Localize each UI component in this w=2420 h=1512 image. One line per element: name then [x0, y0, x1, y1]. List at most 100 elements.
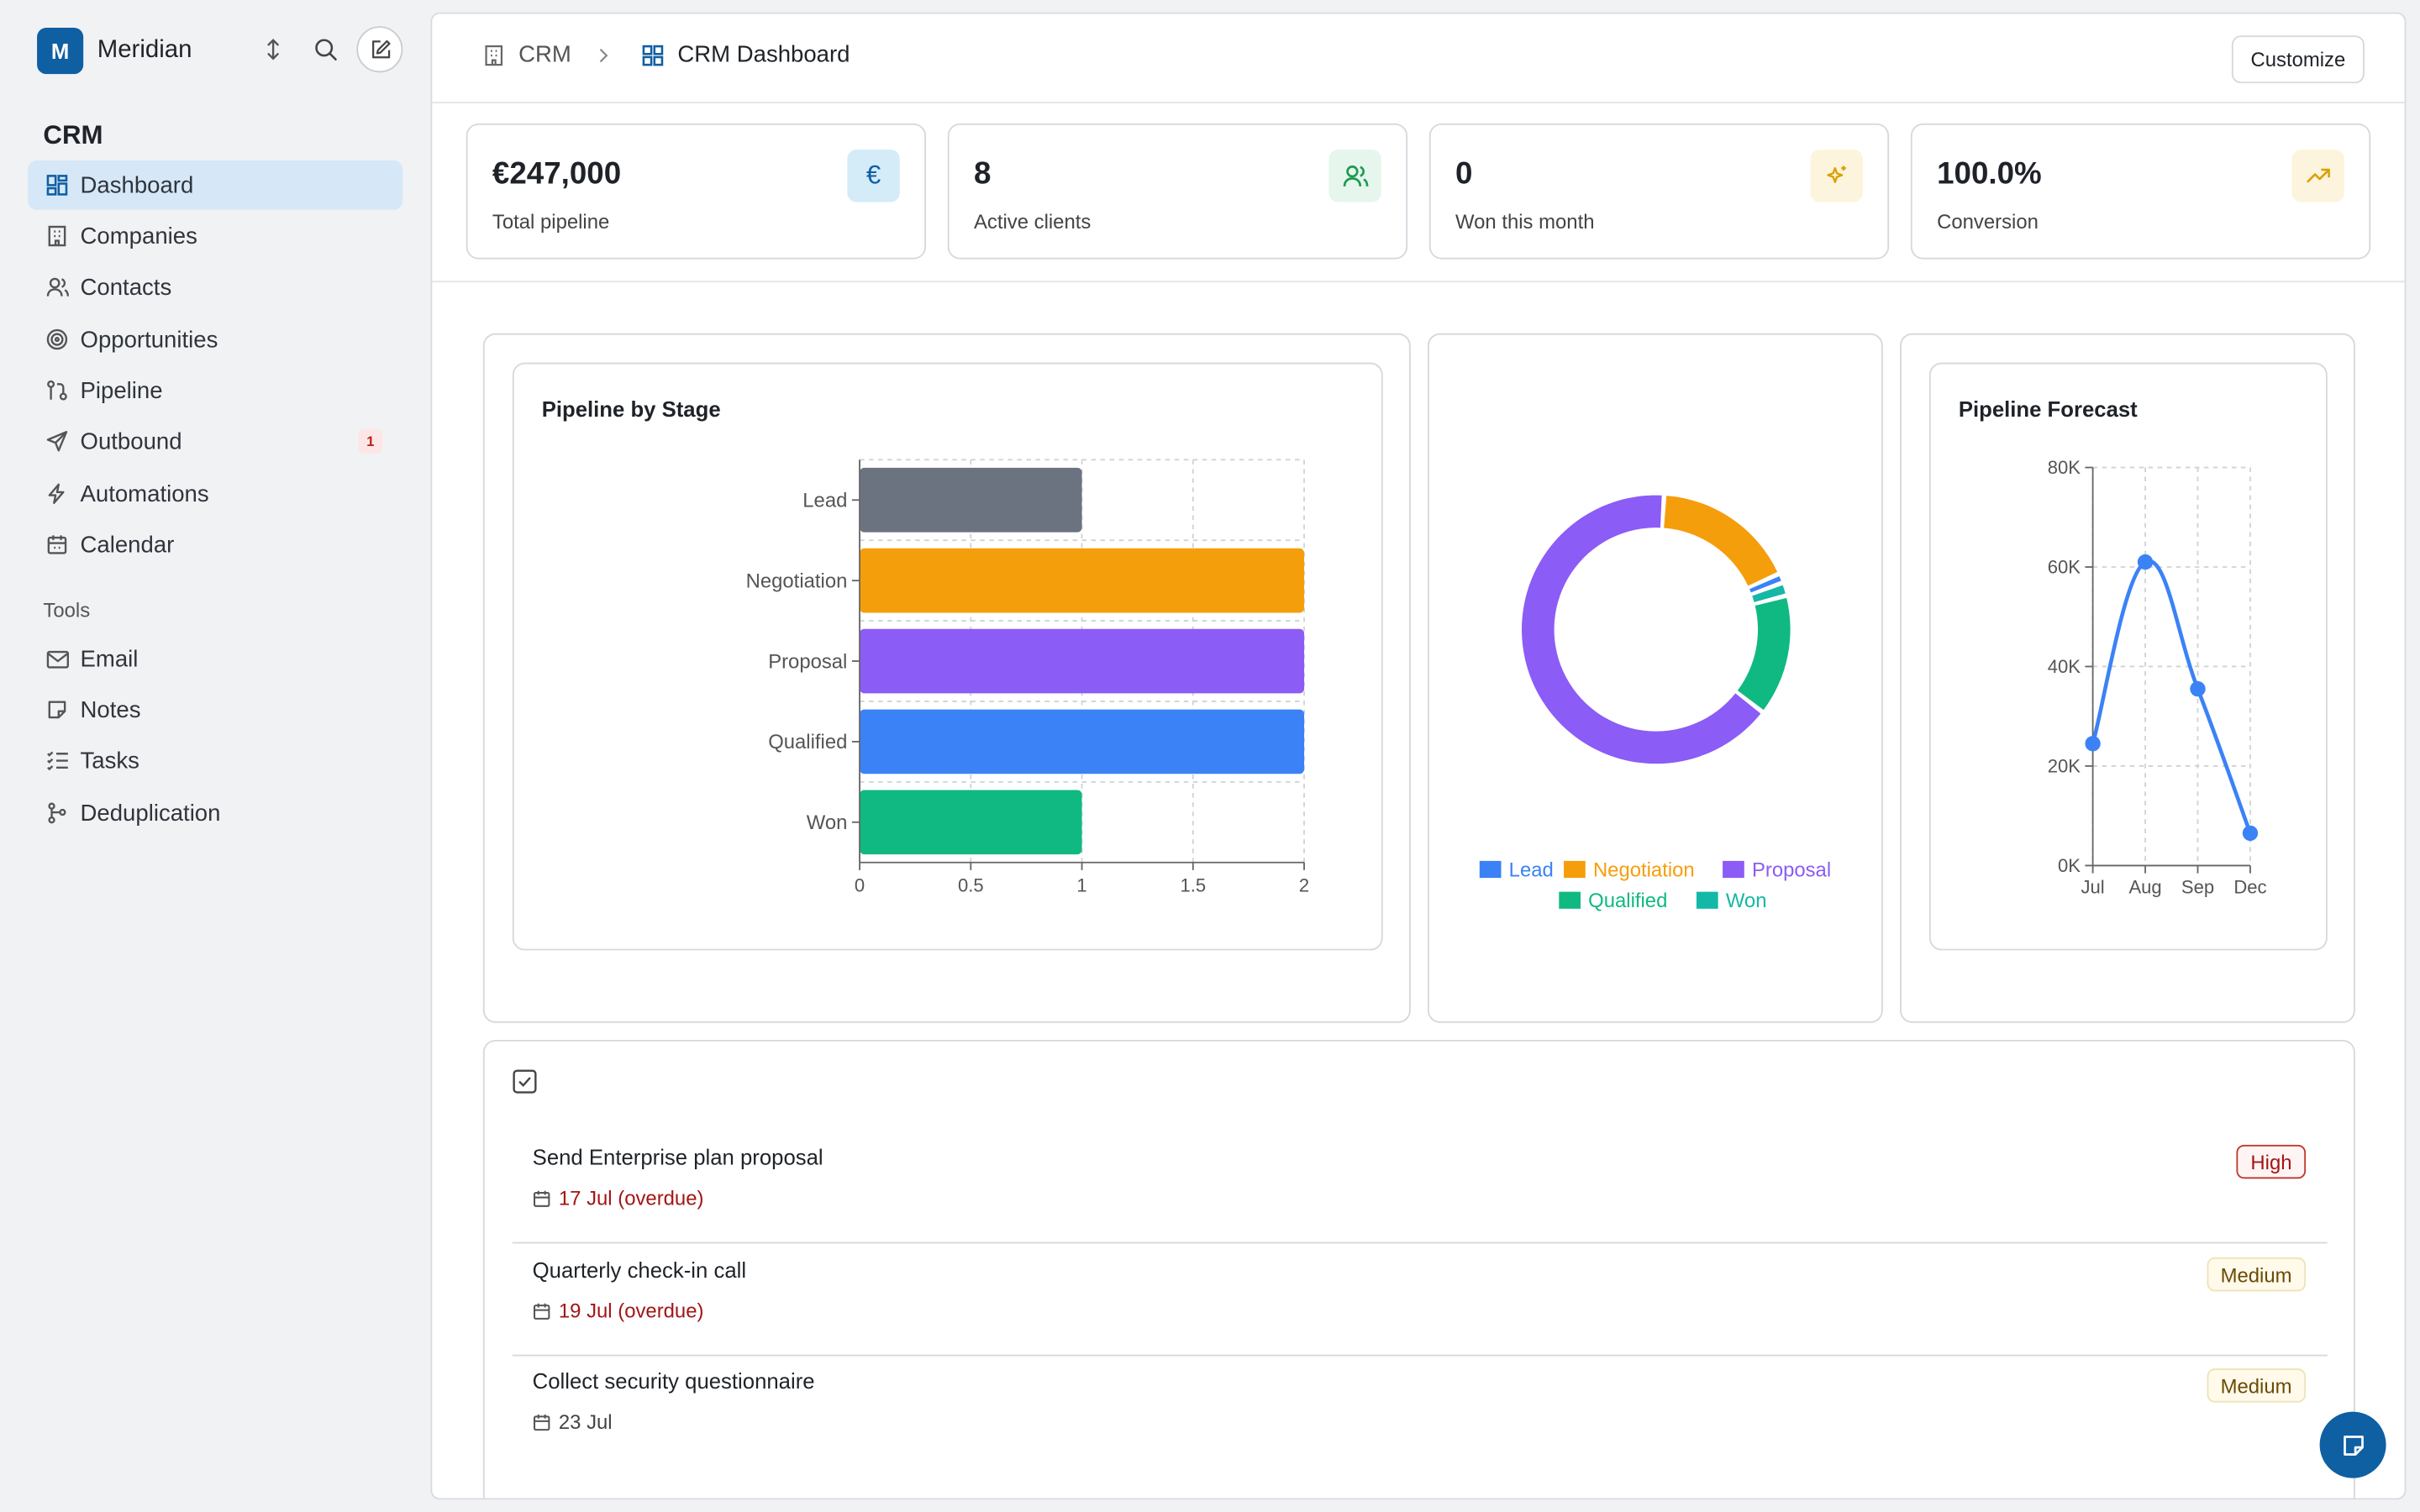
sidebar-item-label: Opportunities	[80, 326, 218, 353]
sidebar-item-companies[interactable]: Companies	[28, 212, 402, 261]
y-tick-label: 20K	[2048, 755, 2081, 776]
sidebar-item-tasks[interactable]: Tasks	[28, 736, 402, 785]
task-date-text: 23 Jul	[558, 1410, 613, 1434]
checkbox-icon	[513, 1069, 537, 1094]
breadcrumb-root-label: CRM	[518, 41, 571, 68]
task-row[interactable]: Send Enterprise plan proposal 17 Jul (ov…	[512, 1132, 2328, 1244]
page-title: CRM Dashboard	[677, 41, 850, 68]
bar-chart: Lead Negotiation Proposal Qualified Won 0 0.5 1…	[746, 459, 1309, 896]
sidebar-item-label: Companies	[80, 223, 197, 249]
dashboard-icon	[642, 44, 664, 66]
bar-lead	[860, 467, 1082, 533]
kpi-label: Active clients	[973, 209, 1092, 234]
bar-qualified	[860, 709, 1305, 774]
sidebar-item-deduplication[interactable]: Deduplication	[28, 789, 402, 838]
forecast-chart-panel: Pipeline Forecast 0K 20K 40K 60K 80K Jul Aug Se…	[1900, 333, 2355, 1023]
building-icon	[45, 223, 69, 248]
calendar-icon	[45, 533, 69, 557]
sidebar-item-automations[interactable]: Automations	[28, 469, 402, 518]
sidebar-item-label: Notes	[80, 696, 141, 723]
search-icon[interactable]	[302, 26, 349, 72]
outbound-count-badge: 1	[358, 428, 383, 454]
task-row[interactable]: Collect security questionnaire 23 Jul Me…	[513, 1356, 2328, 1467]
task-row[interactable]: Quarterly check-in call 19 Jul (overdue)…	[512, 1245, 2328, 1357]
legend-label: Qualified	[1588, 890, 1667, 912]
sidebar-item-opportunities[interactable]: Opportunities	[28, 315, 402, 365]
trend-up-icon	[2291, 150, 2344, 202]
kpi-active-clients: 8 Active clients	[947, 123, 1408, 260]
workspace-name: Meridian	[97, 37, 192, 64]
calendar-icon	[533, 1301, 551, 1320]
y-tick-label: 0K	[2058, 855, 2081, 876]
sidebar-item-label: Outbound	[80, 428, 182, 454]
legend-swatch	[1559, 891, 1581, 909]
data-point-jul	[2085, 736, 2101, 752]
bar-won	[860, 790, 1082, 855]
sidebar-item-label: Deduplication	[80, 800, 221, 827]
x-tick-label: 0	[855, 875, 865, 896]
task-title: Collect security questionnaire	[532, 1368, 815, 1394]
kpi-row: €247,000 Total pipeline € 8 Active clien…	[432, 103, 2405, 283]
page-header: CRM CRM Dashboard Customize	[432, 14, 2405, 104]
donut-slice-negotiation	[1664, 496, 1778, 586]
bolt-icon	[45, 481, 69, 506]
sidebar-item-label: Tasks	[80, 747, 139, 774]
priority-badge: Medium	[2207, 1368, 2307, 1403]
sidebar-section-title: CRM	[43, 120, 103, 150]
sidebar-item-label: Dashboard	[80, 171, 194, 199]
main-panel: CRM CRM Dashboard Customize €247,000 Tot…	[430, 12, 2407, 1500]
kpi-value: 0	[1455, 157, 1473, 192]
building-icon	[483, 44, 505, 66]
priority-badge: Medium	[2207, 1257, 2307, 1292]
quick-note-button[interactable]	[2319, 1411, 2386, 1478]
note-icon	[45, 697, 69, 722]
bar-chart-panel: Pipeline by Stage Lead Negotiation Proposa…	[482, 333, 1411, 1023]
x-tick-label: 2	[1299, 875, 1309, 896]
sidebar-item-calendar[interactable]: Calendar	[28, 520, 402, 570]
sidebar-item-dashboard[interactable]: Dashboard	[28, 160, 403, 210]
sidebar-item-email[interactable]: Email	[28, 634, 402, 684]
forecast-series-line	[2091, 559, 2253, 834]
task-title: Quarterly check-in call	[532, 1257, 747, 1283]
euro-icon: €	[847, 150, 900, 202]
kpi-label: Conversion	[1937, 209, 2039, 234]
breadcrumb-current: CRM Dashboard	[642, 42, 850, 68]
task-due-date: 19 Jul (overdue)	[533, 1299, 703, 1322]
calendar-icon	[533, 1189, 551, 1207]
sidebar-item-outbound[interactable]: Outbound 1	[28, 417, 402, 466]
sidebar-item-label: Contacts	[80, 274, 172, 301]
tasks-icon	[45, 748, 69, 773]
y-tick-label: Qualified	[768, 731, 847, 753]
sparkle-icon	[1810, 150, 1863, 202]
donut-chart: Lead Negotiation Proposal Qualified Won	[1479, 495, 1831, 912]
priority-badge: High	[2236, 1144, 2307, 1179]
chart-title: Pipeline Forecast	[1958, 396, 2138, 422]
workspace-switcher[interactable]: M Meridian	[37, 26, 192, 76]
x-tick-label: Dec	[2233, 876, 2266, 897]
note-icon	[2343, 1435, 2363, 1455]
kpi-value: €247,000	[492, 157, 622, 192]
send-icon	[45, 429, 69, 454]
legend-swatch	[1696, 891, 1718, 909]
customize-button[interactable]: Customize	[2231, 35, 2365, 84]
y-tick-label: 60K	[2048, 556, 2081, 577]
sidebar-item-contacts[interactable]: Contacts	[28, 262, 402, 312]
pipeline-icon	[45, 378, 69, 402]
breadcrumb-crm[interactable]: CRM	[483, 42, 571, 68]
y-tick-label: 40K	[2048, 656, 2081, 677]
sort-toggle-icon[interactable]	[250, 26, 297, 72]
mail-icon	[45, 647, 69, 671]
x-tick-label: 1.5	[1180, 875, 1206, 896]
compose-button[interactable]	[356, 26, 403, 73]
users-icon	[1328, 150, 1381, 202]
x-tick-label: Jul	[2081, 876, 2105, 897]
sidebar-item-pipeline[interactable]: Pipeline	[28, 365, 402, 415]
donut-slice-lead	[1749, 575, 1781, 593]
x-tick-label: 0.5	[958, 875, 984, 896]
legend-label: Negotiation	[1593, 858, 1695, 881]
workspace-logo: M	[37, 28, 84, 75]
tasks-card: Send Enterprise plan proposal 17 Jul (ov…	[482, 1039, 2355, 1499]
kpi-value: 100.0%	[1937, 157, 2042, 192]
sidebar-item-notes[interactable]: Notes	[28, 685, 402, 735]
